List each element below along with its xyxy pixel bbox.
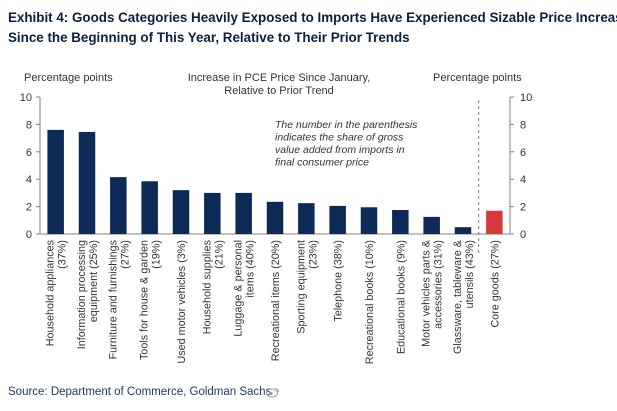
x-tick-label: utensils (43%) xyxy=(464,240,476,308)
y-tick-label-left: 4 xyxy=(26,174,32,186)
annotation-line: The number in the parenthesis xyxy=(275,119,418,131)
x-tick-label: Household appliances xyxy=(45,239,57,346)
bar xyxy=(266,201,284,234)
bar xyxy=(78,131,96,234)
y-tick-label-right: 0 xyxy=(520,229,526,241)
y-axis-label-right: Percentage points xyxy=(433,72,522,84)
x-tick-label: Tools for house & garden xyxy=(139,240,151,360)
bar xyxy=(204,192,221,234)
x-tick-label: Used motor vehicles (3%) xyxy=(176,240,188,364)
bar xyxy=(423,216,440,234)
x-tick-label: items (40%) xyxy=(245,240,257,298)
x-tick-label: Core goods (27%) xyxy=(489,240,501,328)
y-tick-label-left: 0 xyxy=(26,229,32,241)
chart-title-block: Exhibit 4: Goods Categories Heavily Expo… xyxy=(8,8,617,48)
annotation-line: value added from imports in xyxy=(275,144,405,156)
watermark-icon xyxy=(266,388,279,398)
x-tick-label: Recreational items (20%) xyxy=(270,240,282,361)
y-tick-label-right: 6 xyxy=(520,147,526,159)
y-tick-label-left: 2 xyxy=(26,202,32,214)
x-tick-label: accessories (31%) xyxy=(433,240,445,329)
bar xyxy=(454,227,472,234)
bar xyxy=(141,181,158,234)
x-tick-label: Information processing xyxy=(76,240,88,349)
title-line-1: Exhibit 4: Goods Categories Heavily Expo… xyxy=(8,10,617,25)
x-tick-label: Recreational books (10%) xyxy=(364,240,376,364)
x-tick-label: Telephone (38%) xyxy=(333,240,345,322)
y-axis-label-left: Percentage points xyxy=(24,72,113,84)
chart-subtitle-line: Relative to Prior Trend xyxy=(224,85,333,97)
y-tick-label-left: 6 xyxy=(26,147,32,159)
y-tick-label-right: 2 xyxy=(520,202,526,214)
x-tick-label: Household supplies xyxy=(201,239,213,334)
chart-subtitle-line: Increase in PCE Price Since January, xyxy=(188,72,371,84)
bar xyxy=(329,205,346,234)
x-tick-label: (27%) xyxy=(119,240,131,269)
y-tick-label-right: 8 xyxy=(520,119,526,131)
annotation-line: indicates the share of gross xyxy=(275,132,404,144)
title-line-2: Since the Beginning of This Year, Relati… xyxy=(8,30,410,45)
bar xyxy=(235,192,252,234)
x-tick-label: Glassware, tableware & xyxy=(452,239,464,354)
bar xyxy=(172,190,190,234)
annotation-line: final consumer price xyxy=(275,157,369,169)
source-note: Source: Department of Commerce, Goldman … xyxy=(8,386,272,398)
x-tick-label: Furniture and furnishings xyxy=(107,239,119,359)
y-tick-label-right: 10 xyxy=(520,92,532,104)
x-tick-label: (19%) xyxy=(151,240,163,269)
x-tick-label: Educational books (9%) xyxy=(395,240,407,354)
y-tick-label-left: 8 xyxy=(26,119,32,131)
bar xyxy=(298,203,315,234)
bar xyxy=(392,210,409,234)
x-tick-label: Motor vehicles parts & xyxy=(421,239,433,347)
bar xyxy=(110,177,127,234)
bar xyxy=(47,129,64,234)
bar xyxy=(360,207,378,234)
x-tick-label: Sporting equipment xyxy=(295,240,307,334)
x-tick-label: Luggage & personal xyxy=(233,240,245,337)
bar-core-goods xyxy=(486,210,503,234)
x-tick-label: (37%) xyxy=(57,240,69,269)
y-tick-label-left: 10 xyxy=(20,92,32,104)
x-tick-label: (23%) xyxy=(307,240,319,269)
x-tick-label: (21%) xyxy=(213,240,225,269)
x-tick-label: equipment (25%) xyxy=(88,240,100,322)
y-tick-label-right: 4 xyxy=(520,174,526,186)
